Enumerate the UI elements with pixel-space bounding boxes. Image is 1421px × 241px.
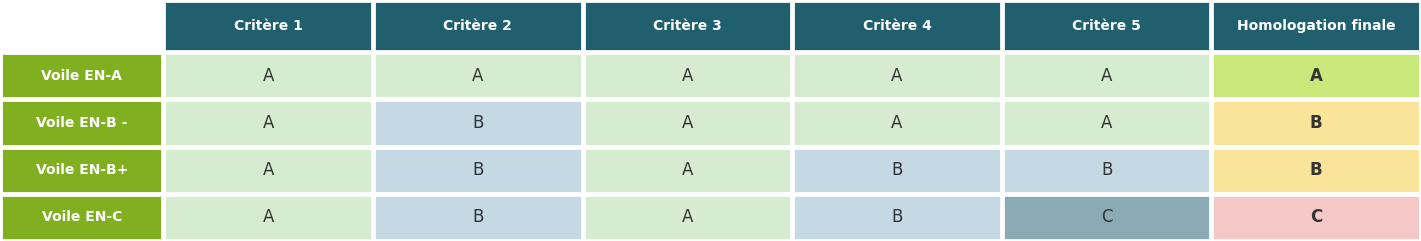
Text: Voile EN-A: Voile EN-A [41, 69, 122, 83]
Text: B: B [1310, 114, 1323, 132]
Text: A: A [1310, 67, 1323, 85]
Bar [793, 100, 1000, 146]
Text: A: A [891, 114, 902, 132]
Text: B: B [891, 208, 902, 226]
Text: A: A [682, 114, 693, 132]
Bar [374, 1, 581, 51]
Text: A: A [682, 161, 693, 179]
Text: A: A [472, 67, 483, 85]
Bar [1212, 53, 1420, 98]
Bar [165, 147, 372, 193]
Bar [165, 1, 372, 51]
Bar [1212, 100, 1420, 146]
Text: Critère 5: Critère 5 [1073, 19, 1141, 33]
Bar [1003, 100, 1211, 146]
Text: A: A [263, 161, 274, 179]
Bar [1212, 147, 1420, 193]
Bar [1003, 195, 1211, 240]
Text: A: A [1101, 67, 1113, 85]
Bar [1, 1, 162, 51]
Bar [374, 195, 581, 240]
Bar [1, 195, 162, 240]
Text: Voile EN-C: Voile EN-C [41, 210, 122, 224]
Text: B: B [472, 161, 483, 179]
Bar [584, 53, 791, 98]
Bar [1, 53, 162, 98]
Text: Critère 3: Critère 3 [654, 19, 722, 33]
Bar [584, 147, 791, 193]
Bar [1003, 1, 1211, 51]
Bar [1, 100, 162, 146]
Bar [1212, 1, 1420, 51]
Bar [165, 195, 372, 240]
Text: A: A [682, 67, 693, 85]
Bar [793, 147, 1000, 193]
Bar [1003, 147, 1211, 193]
Text: Voile EN-B+: Voile EN-B+ [36, 163, 128, 177]
Text: A: A [1101, 114, 1113, 132]
Text: Critère 2: Critère 2 [443, 19, 512, 33]
Text: Critère 4: Critère 4 [863, 19, 931, 33]
Text: Critère 1: Critère 1 [234, 19, 303, 33]
Bar [374, 147, 581, 193]
Bar [1, 147, 162, 193]
Text: A: A [682, 208, 693, 226]
Text: B: B [472, 114, 483, 132]
Text: B: B [1101, 161, 1113, 179]
Bar [793, 53, 1000, 98]
Text: B: B [891, 161, 902, 179]
Text: C: C [1101, 208, 1113, 226]
Bar [584, 1, 791, 51]
Bar [793, 195, 1000, 240]
Bar [793, 1, 1000, 51]
Text: Homologation finale: Homologation finale [1236, 19, 1395, 33]
Bar [165, 100, 372, 146]
Bar [165, 53, 372, 98]
Bar [584, 100, 791, 146]
Bar [374, 100, 581, 146]
Text: A: A [263, 114, 274, 132]
Bar [1003, 53, 1211, 98]
Bar [1212, 195, 1420, 240]
Text: C: C [1310, 208, 1323, 226]
Text: A: A [891, 67, 902, 85]
Bar [584, 195, 791, 240]
Text: B: B [1310, 161, 1323, 179]
Text: A: A [263, 67, 274, 85]
Text: A: A [263, 208, 274, 226]
Text: B: B [472, 208, 483, 226]
Text: Voile EN-B -: Voile EN-B - [36, 116, 128, 130]
Bar [374, 53, 581, 98]
